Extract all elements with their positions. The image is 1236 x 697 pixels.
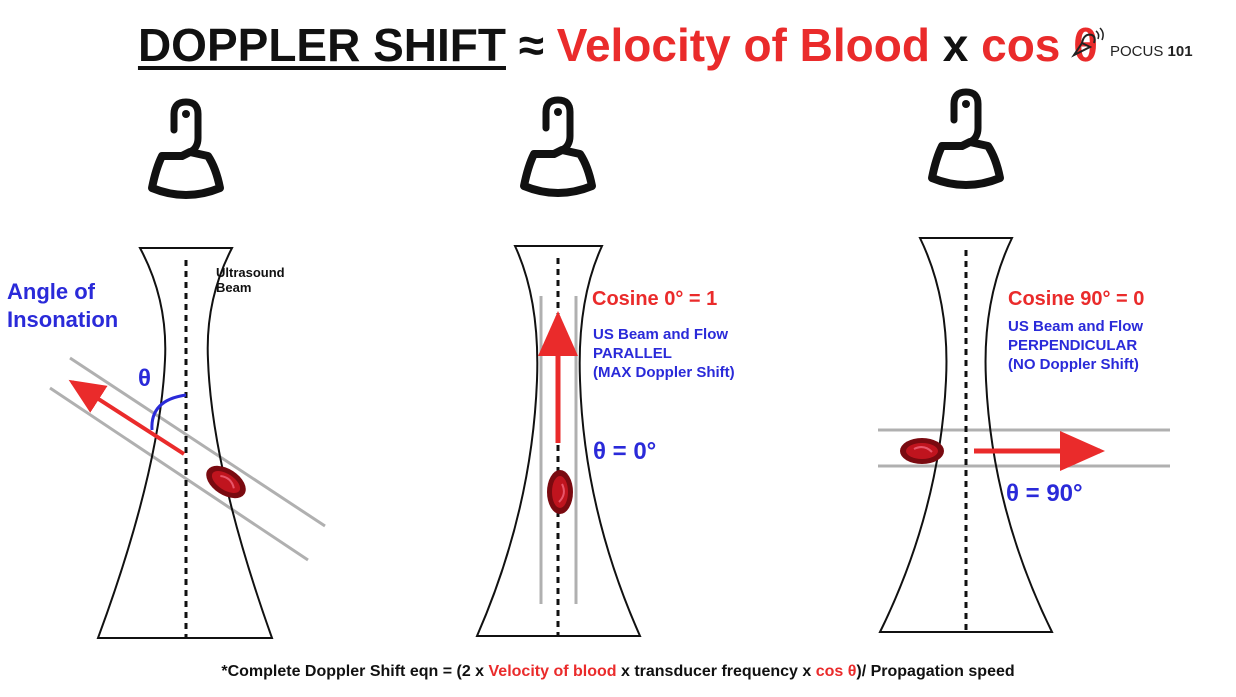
- cosine-0-label: Cosine 0° = 1: [592, 288, 718, 310]
- title-times: x: [929, 19, 982, 71]
- red-blood-cell-icon: [199, 458, 253, 506]
- ultrasound-beam: [96, 247, 274, 639]
- transducer-icon: [524, 100, 592, 193]
- panel-perpendicular: [878, 92, 1170, 633]
- ultrasound-beam: [475, 245, 642, 637]
- ultrasound-beam: [878, 237, 1054, 633]
- theta-arc: [150, 393, 187, 431]
- theta-symbol: θ: [138, 365, 151, 392]
- panel-parallel: [475, 100, 642, 637]
- transducer-icon: [932, 92, 1000, 185]
- flow-arrow: [68, 379, 186, 456]
- probe-logo-icon: [1071, 27, 1104, 58]
- vessel-wall-lower: [49, 386, 309, 562]
- logo-text: POCUS: [1110, 43, 1164, 60]
- cosine-90-label: Cosine 90° = 0: [1008, 288, 1145, 310]
- footer-equation: *Complete Doppler Shift eqn = (2 x Veloc…: [221, 663, 1015, 680]
- theta-0-label: θ = 0°: [593, 438, 657, 465]
- title-approx: ≈: [505, 19, 557, 71]
- ultrasound-beam-label: Ultrasound Beam: [216, 265, 285, 295]
- perpendicular-description: US Beam and Flow PERPENDICULAR (NO Doppl…: [1008, 318, 1144, 373]
- theta-90-label: θ = 90°: [1006, 480, 1083, 507]
- title-doppler-shift: DOPPLER SHIFT: [137, 19, 506, 71]
- parallel-description: US Beam and Flow PARALLEL (MAX Doppler S…: [593, 326, 735, 381]
- angle-of-insonation-label: Angle of Insonation: [7, 279, 119, 332]
- panel-angle-of-insonation: [49, 102, 326, 639]
- page-title: DOPPLER SHIFT ≈ Velocity of Blood x cos …: [0, 18, 1236, 72]
- title-cos-theta: cos θ: [981, 19, 1099, 71]
- logo-number: 101: [1167, 43, 1193, 60]
- vessel-wall-upper: [69, 356, 326, 528]
- red-blood-cell-icon: [546, 469, 574, 515]
- pocus-logo: POCUS 101: [1068, 25, 1226, 65]
- red-blood-cell-icon: [899, 437, 945, 465]
- title-velocity: Velocity of Blood: [556, 19, 930, 71]
- transducer-icon: [152, 102, 220, 195]
